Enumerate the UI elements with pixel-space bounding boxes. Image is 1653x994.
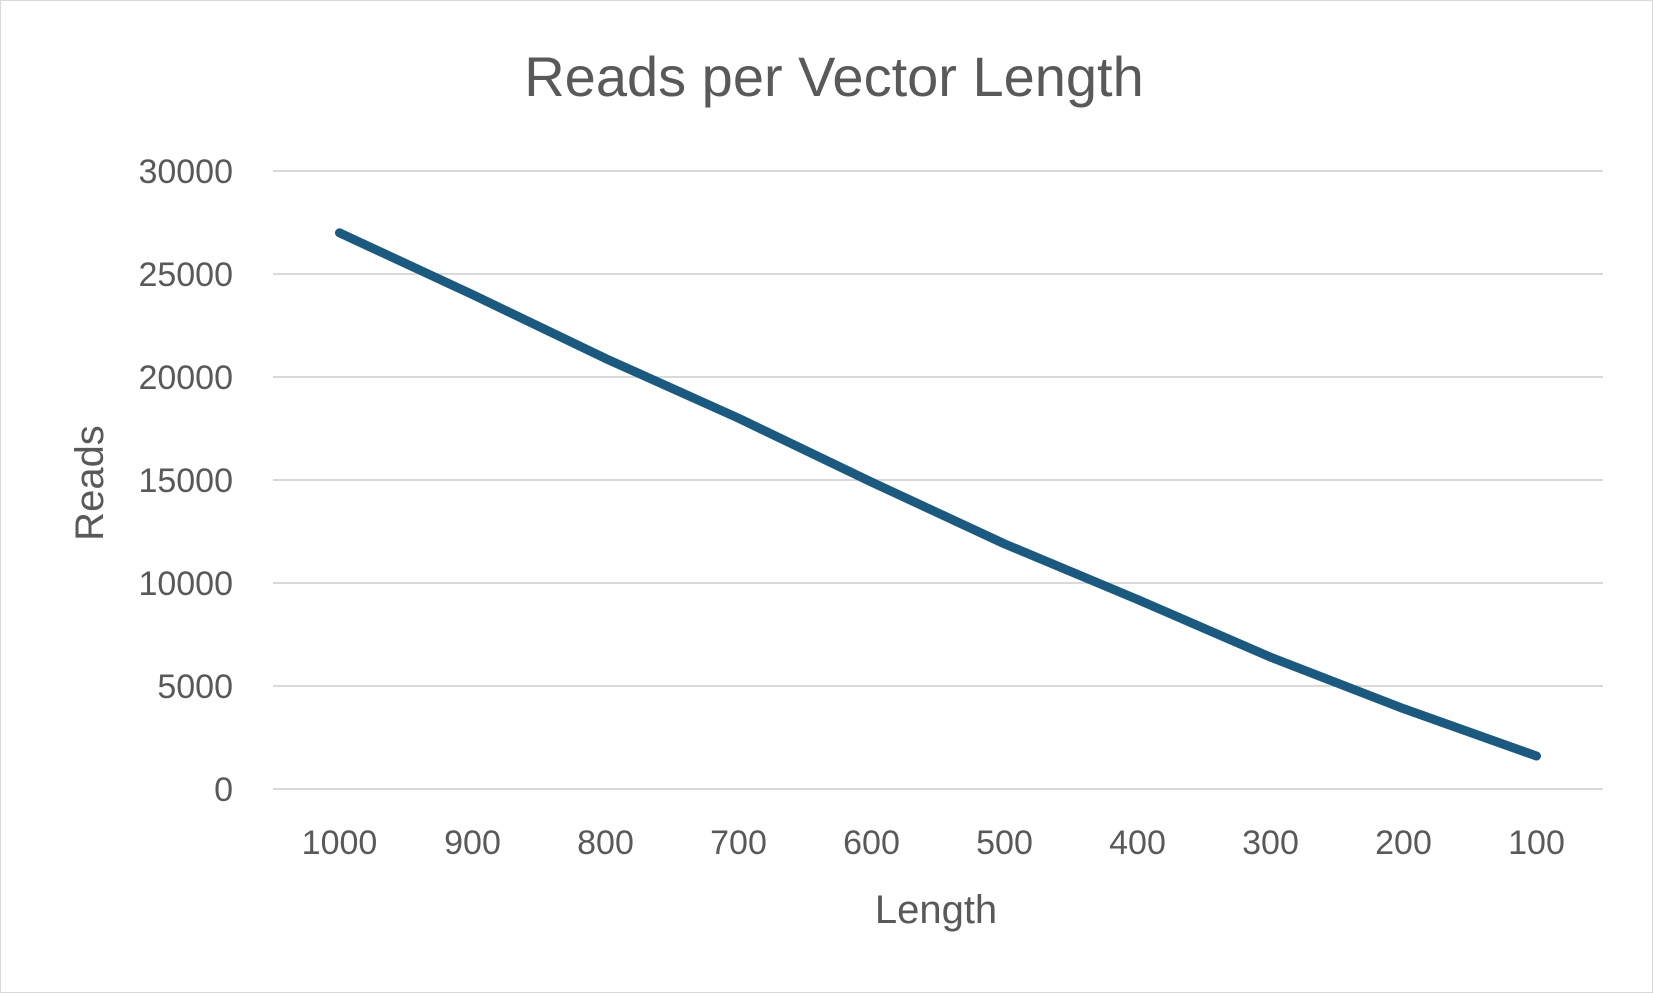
data-point — [1004, 543, 1005, 545]
x-axis-ticks: 1000 900 800 700 600 500 400 300 200 100 — [302, 824, 1565, 862]
data-point — [605, 357, 606, 359]
x-tick-label: 500 — [976, 824, 1033, 862]
gridlines — [273, 170, 1603, 790]
x-tick-label: 200 — [1375, 824, 1432, 862]
series-layer — [335, 228, 1541, 761]
x-tick-label: 300 — [1242, 824, 1299, 862]
x-tick-label: 600 — [843, 824, 900, 862]
x-tick-label: 400 — [1109, 824, 1166, 862]
data-point — [339, 232, 340, 234]
x-tick-label: 700 — [710, 824, 767, 862]
x-tick-label: 900 — [444, 824, 501, 862]
x-tick-label: 800 — [577, 824, 634, 862]
data-point — [472, 294, 473, 296]
y-tick-label: 25000 — [138, 256, 233, 294]
x-tick-label: 100 — [1508, 824, 1565, 862]
chart-title: Reads per Vector Length — [524, 45, 1144, 108]
x-tick-label: 1000 — [302, 824, 378, 862]
data-point — [1536, 755, 1537, 757]
y-axis-label: Reads — [68, 425, 112, 541]
y-tick-label: 20000 — [138, 359, 233, 397]
series-line-0 — [335, 228, 1541, 761]
x-axis-label: Length — [875, 888, 997, 932]
data-point — [1403, 708, 1404, 710]
y-tick-label: 15000 — [138, 462, 233, 500]
data-point — [1137, 598, 1138, 600]
y-tick-label: 10000 — [138, 565, 233, 603]
data-point — [738, 417, 739, 419]
y-tick-label: 0 — [214, 771, 233, 809]
data-point — [1270, 656, 1271, 658]
y-tick-label: 30000 — [138, 153, 233, 191]
data-point — [871, 481, 872, 483]
y-axis-ticks: 0 5000 10000 15000 20000 25000 30000 — [138, 153, 233, 809]
y-tick-label: 5000 — [157, 668, 233, 706]
